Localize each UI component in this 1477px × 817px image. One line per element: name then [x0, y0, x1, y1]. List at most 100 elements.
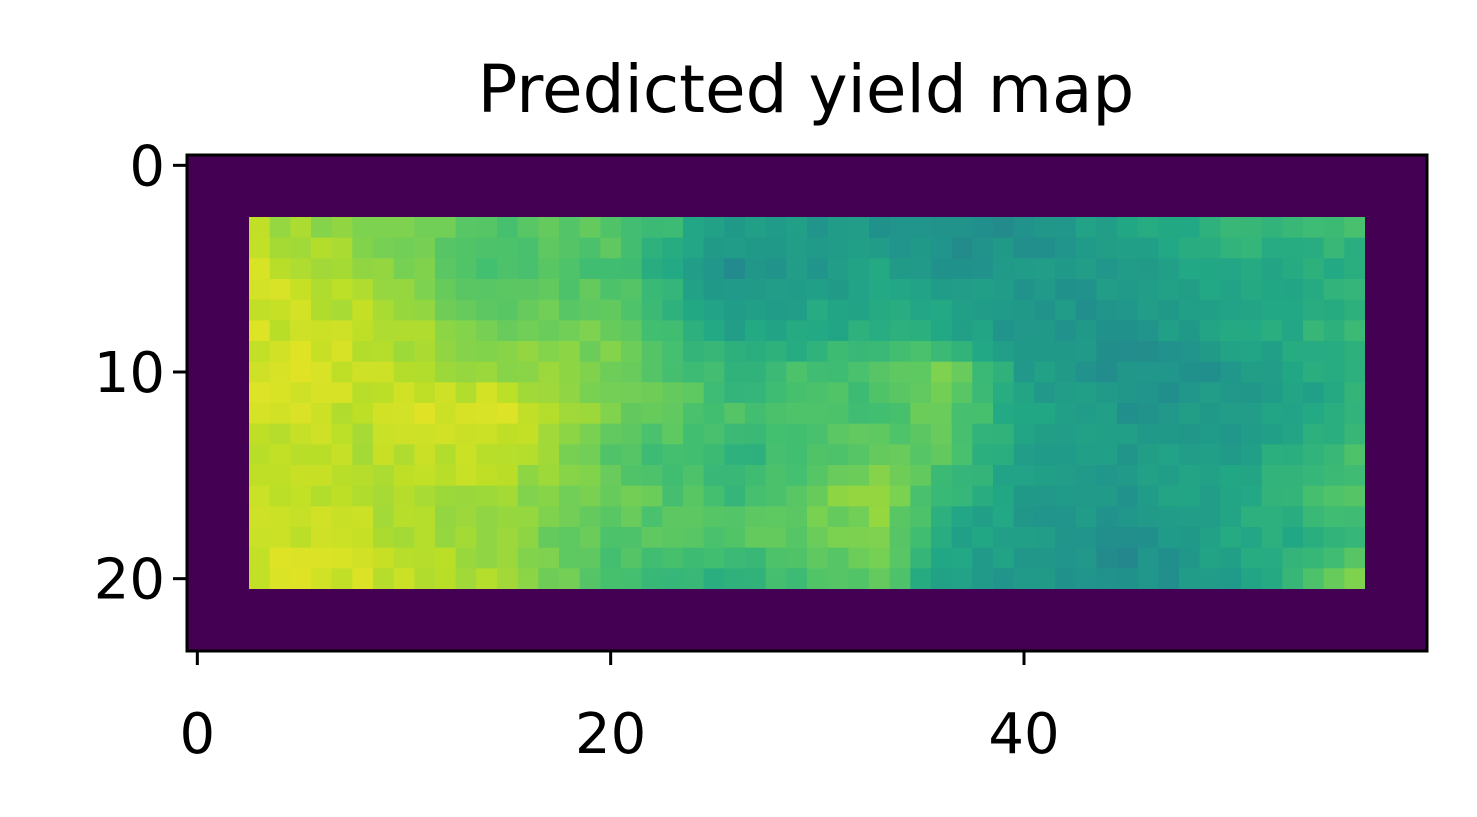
heatmap-cell: [331, 175, 353, 197]
heatmap-cell: [1344, 196, 1366, 218]
heatmap-cell: [1096, 589, 1118, 611]
heatmap-cell: [1117, 361, 1139, 383]
heatmap-cell: [745, 196, 767, 218]
heatmap-cell: [1158, 237, 1180, 259]
heatmap-cell: [931, 485, 953, 507]
heatmap-cell: [393, 444, 415, 466]
heatmap-cell: [497, 320, 519, 342]
heatmap-cell: [414, 299, 436, 321]
chart-title: Predicted yield map: [478, 51, 1135, 128]
heatmap-cell: [869, 175, 891, 197]
heatmap-cell: [497, 175, 519, 197]
heatmap-cell: [745, 423, 767, 445]
heatmap-cell: [931, 444, 953, 466]
heatmap-cell: [786, 568, 808, 590]
heatmap-cell: [1344, 299, 1366, 321]
heatmap-cell: [228, 506, 250, 528]
y-tick-label: 0: [129, 134, 165, 199]
heatmap-cell: [1282, 485, 1304, 507]
heatmap-cell: [1137, 279, 1159, 301]
heatmap-cell: [538, 403, 560, 425]
heatmap-cell: [311, 382, 333, 404]
heatmap-cell: [1323, 299, 1345, 321]
heatmap-cell: [1406, 217, 1428, 239]
heatmap-cell: [745, 589, 767, 611]
heatmap-cell: [290, 237, 312, 259]
heatmap-cell: [311, 341, 333, 363]
heatmap-cell: [1117, 527, 1139, 549]
heatmap-cell: [207, 506, 229, 528]
heatmap-cell: [621, 196, 643, 218]
heatmap-cell: [1282, 465, 1304, 487]
heatmap-cell: [1013, 155, 1035, 177]
heatmap-cell: [1179, 547, 1201, 569]
heatmap-cell: [1385, 258, 1407, 280]
heatmap-cell: [373, 299, 395, 321]
heatmap-cell: [1241, 237, 1263, 259]
heatmap-cell: [889, 403, 911, 425]
heatmap-cell: [1282, 444, 1304, 466]
heatmap-cell: [889, 630, 911, 652]
heatmap-cell: [1179, 299, 1201, 321]
heatmap-cell: [1220, 589, 1242, 611]
heatmap-cell: [641, 279, 663, 301]
heatmap-cell: [1365, 382, 1387, 404]
heatmap-cell: [1385, 527, 1407, 549]
heatmap-cell: [559, 341, 581, 363]
heatmap-cell: [1137, 630, 1159, 652]
heatmap-cell: [352, 299, 374, 321]
heatmap-cell: [662, 258, 684, 280]
heatmap-cell: [290, 299, 312, 321]
heatmap-cell: [517, 403, 539, 425]
heatmap-cell: [373, 403, 395, 425]
heatmap-cell: [207, 609, 229, 631]
heatmap-cell: [269, 279, 291, 301]
heatmap-cell: [1220, 320, 1242, 342]
heatmap-cell: [807, 465, 829, 487]
heatmap-cell: [352, 485, 374, 507]
heatmap-cell: [703, 196, 725, 218]
heatmap-cell: [1261, 403, 1283, 425]
heatmap-cell: [683, 299, 705, 321]
heatmap-cell: [745, 258, 767, 280]
heatmap-cell: [931, 320, 953, 342]
heatmap-cell: [621, 589, 643, 611]
heatmap-cell: [455, 361, 477, 383]
heatmap-cell: [517, 382, 539, 404]
heatmap-cell: [1137, 444, 1159, 466]
heatmap-cell: [703, 403, 725, 425]
heatmap-cell: [1385, 196, 1407, 218]
heatmap-cell: [228, 465, 250, 487]
heatmap-cell: [1261, 361, 1283, 383]
heatmap-cell: [559, 527, 581, 549]
heatmap-cell: [476, 361, 498, 383]
heatmap-cell: [1013, 196, 1035, 218]
heatmap-cell: [1323, 547, 1345, 569]
heatmap-cell: [931, 341, 953, 363]
heatmap-cell: [910, 175, 932, 197]
heatmap-cell: [621, 382, 643, 404]
heatmap-cell: [1241, 258, 1263, 280]
heatmap-cell: [249, 382, 271, 404]
heatmap-cell: [1241, 382, 1263, 404]
heatmap-cell: [579, 196, 601, 218]
heatmap-cell: [765, 547, 787, 569]
heatmap-cell: [1365, 320, 1387, 342]
heatmap-cell: [869, 589, 891, 611]
heatmap-cell: [1406, 175, 1428, 197]
heatmap-cell: [951, 217, 973, 239]
heatmap-cell: [1096, 527, 1118, 549]
heatmap-cell: [1075, 279, 1097, 301]
heatmap-cell: [848, 341, 870, 363]
heatmap-cell: [435, 423, 457, 445]
heatmap-cell: [848, 506, 870, 528]
heatmap-cell: [1241, 527, 1263, 549]
heatmap-cell: [1406, 299, 1428, 321]
heatmap-cell: [786, 217, 808, 239]
heatmap-cell: [993, 341, 1015, 363]
heatmap-cell: [538, 485, 560, 507]
heatmap-cell: [683, 527, 705, 549]
heatmap-cell: [311, 299, 333, 321]
heatmap-cell: [1075, 506, 1097, 528]
heatmap-cell: [207, 527, 229, 549]
